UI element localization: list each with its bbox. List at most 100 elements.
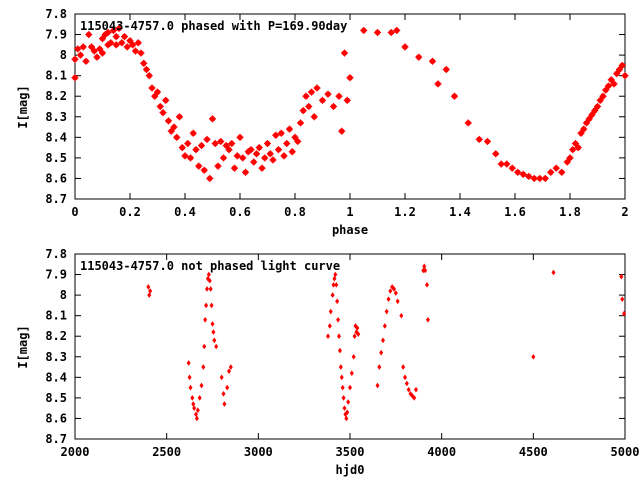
data-point-phased	[198, 142, 205, 150]
data-point-phased	[429, 57, 436, 65]
data-point-unphased	[408, 390, 413, 397]
data-point-unphased	[328, 308, 333, 315]
data-point-phased	[572, 140, 579, 147]
x-ticks-phased: 0 0.2 0.4 0.6 0.8 1 1.2 1.4 1.6 1.8 2	[71, 14, 629, 219]
data-point-phased	[530, 174, 538, 182]
data-point-phased	[563, 158, 571, 166]
y-axis-label-phased: I[mag]	[16, 85, 30, 128]
y-tick-label-unphased: 8.6	[45, 411, 67, 425]
data-point-phased	[341, 49, 348, 57]
data-point-phased	[387, 29, 395, 36]
data-point-phased	[159, 109, 167, 117]
x-tick-label-phased: 1	[346, 205, 353, 219]
data-point-unphased	[348, 384, 352, 391]
data-point-unphased	[186, 360, 191, 366]
data-point-unphased	[414, 386, 418, 393]
data-point-unphased	[219, 374, 224, 381]
data-point-phased	[233, 152, 241, 160]
y-tick-label-unphased: 8.1	[45, 309, 67, 323]
data-point-unphased	[422, 263, 427, 270]
data-point-unphased	[344, 415, 349, 422]
data-point-unphased	[386, 296, 391, 303]
data-point-phased	[580, 125, 588, 133]
data-point-unphased	[209, 302, 214, 309]
data-point-phased	[203, 135, 211, 143]
data-point-phased	[134, 39, 142, 47]
data-point-unphased	[197, 395, 202, 401]
data-point-phased	[280, 152, 288, 160]
data-point-unphased	[381, 337, 385, 344]
data-point-phased	[220, 154, 227, 162]
data-point-phased	[591, 107, 599, 115]
data-point-phased	[236, 133, 244, 141]
data-point-phased	[484, 137, 491, 145]
data-point-phased	[167, 127, 175, 135]
y-tick-label-phased: 7.8	[45, 7, 67, 21]
data-point-phased	[184, 140, 192, 147]
data-point-unphased	[212, 337, 217, 344]
data-point-unphased	[406, 386, 411, 393]
data-point-unphased	[333, 271, 338, 278]
data-point-phased	[585, 115, 593, 123]
x-tick-label-phased: 0.4	[174, 205, 196, 219]
data-point-phased	[266, 150, 274, 158]
data-point-unphased	[339, 374, 344, 381]
data-point-unphased	[195, 407, 200, 414]
data-point-phased	[264, 140, 271, 147]
data-point-phased	[610, 80, 618, 88]
data-point-phased	[283, 140, 291, 147]
data-point-unphased	[343, 411, 348, 418]
data-point-unphased	[211, 329, 216, 335]
x-tick-label-phased: 1.6	[504, 205, 526, 219]
data-point-unphased	[334, 282, 339, 288]
data-point-unphased	[228, 364, 233, 370]
data-point-phased	[577, 129, 585, 137]
data-point-phased	[255, 144, 263, 152]
data-point-phased	[558, 168, 566, 176]
data-point-unphased	[227, 368, 231, 374]
y-tick-label-phased: 8.7	[45, 192, 67, 206]
data-point-phased	[214, 162, 222, 170]
data-point-unphased	[146, 284, 151, 290]
data-point-unphased	[375, 382, 380, 389]
data-point-phased	[247, 146, 255, 154]
data-point-unphased	[351, 353, 356, 360]
data-point-unphased	[356, 331, 361, 337]
data-point-phased	[566, 154, 574, 162]
data-point-phased	[286, 125, 293, 133]
x-axis-label-unphased: hjd0	[336, 463, 365, 477]
data-point-phased	[514, 168, 522, 176]
data-point-unphased	[221, 390, 226, 397]
data-point-phased	[195, 162, 203, 170]
data-point-unphased	[425, 282, 429, 288]
data-point-phased	[294, 137, 302, 145]
data-point-phased	[137, 49, 145, 57]
y-tick-label-unphased: 8	[60, 288, 67, 302]
x-axis-label-phased: phase	[332, 223, 368, 237]
data-point-phased	[415, 53, 423, 61]
data-point-phased	[464, 119, 472, 127]
y-ticks-phased: 7.8 7.9 8 8.1 8.2 8.3 8.4 8.5 8.6 8.7	[45, 7, 625, 206]
data-point-phased	[178, 144, 186, 152]
x-tick-label-unphased: 3000	[244, 445, 273, 459]
data-point-phased	[118, 39, 126, 47]
data-point-phased	[239, 154, 247, 162]
data-point-phased	[189, 129, 197, 137]
data-point-unphased	[336, 316, 341, 323]
data-point-unphased	[425, 316, 430, 323]
data-point-phased	[206, 174, 214, 182]
data-point-phased	[621, 72, 629, 80]
data-point-unphased	[332, 275, 337, 282]
data-point-phased	[588, 111, 596, 119]
data-point-phased	[346, 74, 354, 82]
data-point-unphased	[401, 364, 406, 370]
data-point-phased	[121, 33, 128, 41]
data-point-unphased	[214, 343, 219, 350]
x-tick-label-phased: 1.8	[559, 205, 581, 219]
data-points-unphased	[146, 263, 627, 422]
data-point-phased	[305, 103, 313, 110]
data-point-phased	[231, 164, 238, 172]
y-ticks-unphased: 7.8 7.9 8 8.1 8.2 8.3 8.4 8.5 8.6 8.7	[45, 247, 625, 446]
data-point-phased	[140, 59, 148, 67]
data-point-phased	[308, 88, 315, 96]
